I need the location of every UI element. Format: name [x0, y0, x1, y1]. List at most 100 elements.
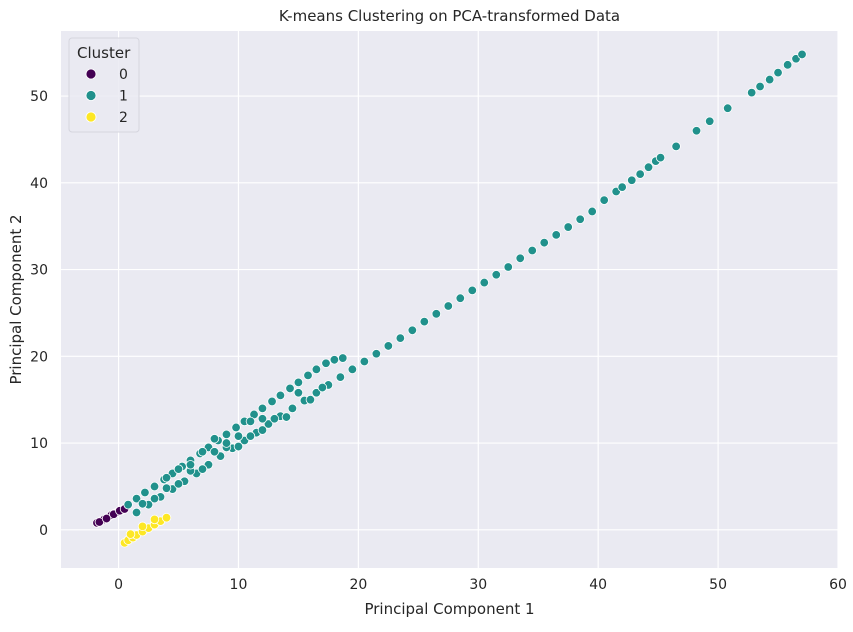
scatter-point-cluster-1 — [797, 49, 807, 60]
scatter-point-cluster-1 — [691, 126, 702, 136]
scatter-point-cluster-1 — [764, 74, 775, 85]
scatter-point-cluster-1 — [383, 341, 394, 351]
scatter-point-cluster-1 — [443, 301, 454, 311]
scatter-point-cluster-1 — [161, 483, 172, 493]
scatter-point-cluster-1 — [722, 103, 733, 113]
scatter-point-cluster-1 — [395, 333, 406, 343]
scatter-point-cluster-1 — [221, 438, 232, 448]
scatter-point-cluster-0 — [101, 513, 112, 524]
scatter-point-cluster-1 — [257, 414, 268, 424]
x-tick-label: 20 — [349, 577, 367, 593]
scatter-point-cluster-1 — [209, 434, 220, 444]
axis-ticks: 0 10 20 30 40 50 60 0 10 20 30 40 50 — [30, 89, 847, 593]
scatter-point-cluster-1 — [359, 356, 370, 367]
x-tick-label: 30 — [469, 577, 487, 593]
scatter-point-cluster-1 — [269, 414, 280, 424]
scatter-point-cluster-2 — [137, 521, 148, 532]
scatter-point-cluster-1 — [131, 493, 142, 504]
scatter-point-cluster-1 — [419, 316, 430, 327]
scatter-point-cluster-1 — [275, 390, 286, 401]
y-tick-label: 20 — [30, 349, 48, 365]
legend-title: Cluster — [77, 44, 131, 62]
legend-marker-cluster-2 — [85, 111, 97, 123]
scatter-point-cluster-1 — [317, 382, 328, 393]
scatter-point-cluster-1 — [311, 388, 322, 398]
scatter-point-cluster-1 — [563, 222, 573, 232]
scatter-point-cluster-2 — [161, 512, 172, 523]
x-tick-label: 10 — [230, 577, 248, 593]
legend-label-cluster-1: 1 — [119, 89, 128, 105]
y-tick-label: 10 — [30, 436, 48, 452]
scatter-point-cluster-1 — [245, 416, 256, 427]
legend-label-cluster-0: 0 — [119, 67, 128, 83]
scatter-point-cluster-1 — [491, 270, 501, 280]
scatter-point-cluster-1 — [209, 447, 220, 457]
legend-entries: 0 1 2 — [85, 67, 128, 126]
scatter-point-cluster-1 — [221, 429, 232, 440]
y-axis-label: Principal Component 2 — [7, 214, 25, 384]
scatter-point-cluster-1 — [149, 493, 160, 504]
scatter-point-cluster-1 — [627, 175, 637, 185]
y-tick-label: 0 — [39, 523, 48, 539]
scatter-point-cluster-1 — [137, 499, 148, 509]
scatter-point-cluster-1 — [263, 419, 274, 429]
scatter-point-cluster-1 — [257, 425, 268, 435]
scatter-point-cluster-1 — [338, 353, 348, 363]
scatter-point-cluster-1 — [539, 237, 549, 248]
scatter-point-cluster-1 — [245, 431, 256, 441]
scatter-point-cluster-1 — [185, 460, 196, 470]
x-tick-label: 40 — [589, 577, 607, 593]
scatter-point-cluster-1 — [173, 464, 184, 474]
y-tick-label: 50 — [30, 89, 48, 105]
scatter-point-cluster-1 — [407, 325, 418, 335]
scatter-point-cluster-1 — [347, 364, 358, 375]
scatter-point-cluster-1 — [140, 487, 150, 498]
legend-label-cluster-2: 2 — [119, 110, 128, 126]
data-points — [92, 49, 807, 548]
scatter-point-cluster-1 — [287, 403, 298, 414]
scatter-point-cluster-1 — [671, 141, 681, 152]
scatter-point-cluster-1 — [281, 412, 292, 422]
y-tick-label: 40 — [30, 176, 48, 192]
scatter-point-cluster-1 — [173, 479, 184, 489]
y-tick-label: 30 — [30, 263, 48, 279]
scatter-point-cluster-1 — [371, 349, 382, 359]
scatter-point-cluster-1 — [773, 67, 783, 78]
x-tick-label: 50 — [709, 577, 727, 593]
chart-title: K-means Clustering on PCA-transformed Da… — [279, 7, 620, 25]
scatter-point-cluster-1 — [467, 285, 477, 296]
scatter-point-cluster-1 — [233, 441, 244, 452]
scatter-point-cluster-1 — [257, 403, 268, 414]
scatter-point-cluster-1 — [599, 195, 609, 205]
scatter-point-cluster-1 — [293, 388, 304, 398]
scatter-point-cluster-1 — [587, 206, 597, 217]
scatter-point-cluster-1 — [746, 87, 757, 98]
grid-lines — [61, 31, 839, 568]
x-tick-label: 0 — [114, 577, 123, 593]
scatter-point-cluster-1 — [149, 481, 160, 492]
scatter-point-cluster-1 — [431, 309, 442, 319]
scatter-point-cluster-1 — [267, 396, 277, 407]
scatter-point-cluster-1 — [197, 447, 208, 457]
scatter-point-cluster-1 — [285, 383, 295, 394]
scatter-point-cluster-1 — [551, 230, 561, 240]
scatter-point-cluster-1 — [755, 81, 765, 92]
scatter-point-cluster-1 — [311, 364, 322, 375]
scatter-point-cluster-2 — [125, 529, 136, 539]
scatter-point-cluster-1 — [161, 473, 172, 483]
scatter-point-cluster-1 — [655, 152, 666, 163]
x-tick-label: 60 — [829, 577, 847, 593]
scatter-point-cluster-1 — [479, 277, 489, 288]
scatter-point-cluster-1 — [643, 162, 654, 172]
legend: Cluster 0 1 2 — [68, 37, 140, 133]
scatter-point-cluster-1 — [303, 370, 313, 381]
x-axis-label: Principal Component 1 — [364, 600, 534, 618]
scatter-point-cluster-1 — [335, 372, 346, 382]
scatter-point-cluster-1 — [231, 422, 241, 433]
scatter-point-cluster-1 — [782, 60, 793, 70]
scatter-point-cluster-1 — [635, 169, 645, 179]
scatter-point-cluster-1 — [455, 293, 465, 303]
legend-marker-cluster-0 — [85, 68, 97, 80]
